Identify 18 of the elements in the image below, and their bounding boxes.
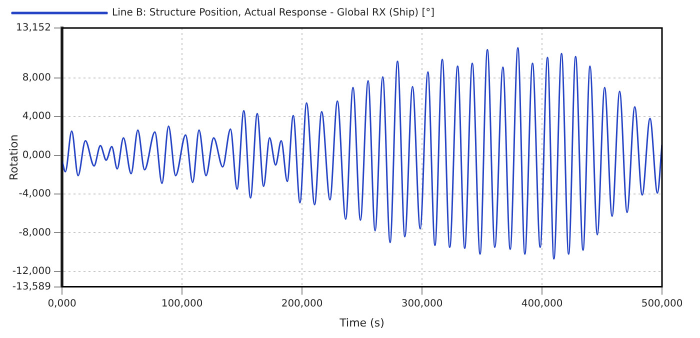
text: Line B: Structure Position, Actual Response - Global RX (Ship) [°] <box>112 8 435 19</box>
x-tick-label: 500,000 <box>641 298 683 310</box>
y-tick-label: 4,000 <box>22 111 51 122</box>
y-tick-label: -4,000 <box>18 188 51 200</box>
y-tick-label: 8,000 <box>22 72 51 84</box>
x-axis-title: Time (s) <box>338 316 384 330</box>
x-tick-label: 400,000 <box>521 298 563 310</box>
y-axis-title: Rotation <box>7 134 20 180</box>
y-tick-label: 13,152 <box>16 22 51 34</box>
y-tick-label: 0,000 <box>22 150 51 161</box>
y-tick-label: -8,000 <box>18 227 51 238</box>
x-tick-label: 0,000 <box>48 298 76 310</box>
y-tick-label: -12,000 <box>12 266 51 278</box>
y-tick-label: -13,589 <box>12 281 51 292</box>
x-tick-label: 300,000 <box>401 298 443 310</box>
x-tick-label: 100,000 <box>161 298 203 310</box>
line-series <box>62 47 662 260</box>
x-tick-label: 200,000 <box>281 298 323 310</box>
